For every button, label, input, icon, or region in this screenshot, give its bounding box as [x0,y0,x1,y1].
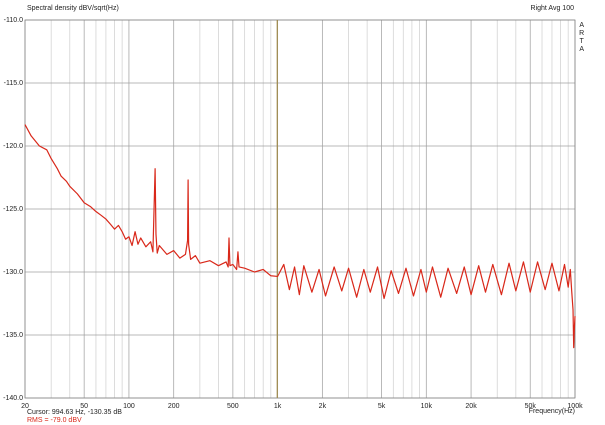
x-tick-label: 1k [274,403,282,410]
spectrum-line [24,124,576,349]
x-tick-label: 5k [378,403,386,410]
chart-subtitle: Right Avg 100 [531,5,575,12]
x-tick-label: 200 [168,403,180,410]
cursor-readout: Cursor: 994.63 Hz, -130.35 dB [27,409,122,416]
x-axis-label: Frequency(Hz) [529,408,575,415]
y-tick-label: -135.0 [3,332,23,339]
y-tick-label: -115.0 [4,80,23,87]
x-tick-label: 100 [123,403,135,410]
brand: ARTA [578,22,585,54]
x-tick-label: 500 [227,403,239,410]
x-tick-label: 50 [80,403,88,410]
x-tick-label: 2k [319,403,327,410]
plot-frame [24,19,576,399]
x-tick-label: 20 [21,403,29,410]
y-tick-label: -130.0 [3,269,23,276]
y-tick-label: -110.0 [4,17,23,24]
chart-title: Spectral density dBV/sqrt(Hz) [27,5,119,12]
y-tick-label: -140.0 [3,395,23,402]
rms-readout: RMS = -79.0 dBV [27,417,82,424]
y-tick-label: -120.0 [3,143,23,150]
x-tick-label: 20k [465,403,477,410]
x-tick-label: 100k [567,403,583,410]
y-tick-label: -125.0 [3,206,23,213]
x-tick-label: 50k [525,403,537,410]
x-tick-label: 10k [421,403,433,410]
